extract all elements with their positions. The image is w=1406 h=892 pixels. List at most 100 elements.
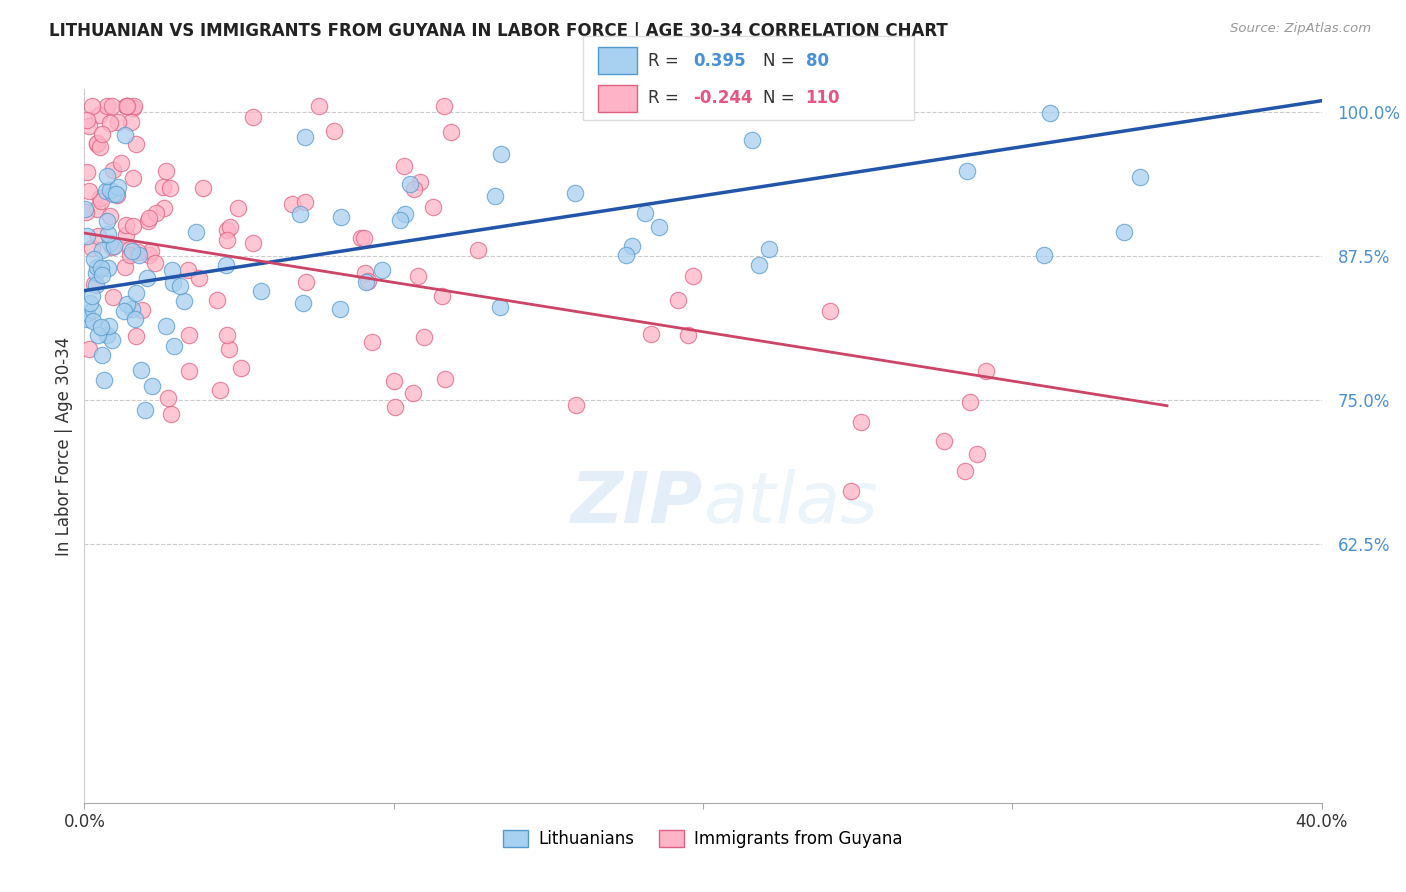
- Point: [80, 241, 103, 255]
- Point: [966, 447, 988, 461]
- Point: [433, 372, 456, 386]
- Point: [120, 115, 142, 129]
- Point: [682, 269, 704, 284]
- Point: [122, 99, 145, 113]
- Point: [173, 293, 195, 308]
- Point: [162, 276, 184, 290]
- Point: [226, 201, 249, 215]
- Point: [107, 115, 129, 129]
- Point: [394, 207, 416, 221]
- Point: [157, 391, 180, 405]
- Text: R =: R =: [648, 52, 685, 70]
- Point: [121, 244, 143, 258]
- Point: [101, 162, 124, 177]
- Point: [308, 99, 330, 113]
- Point: [160, 407, 183, 421]
- Point: [162, 339, 184, 353]
- Text: LITHUANIAN VS IMMIGRANTS FROM GUYANA IN LABOR FORCE | AGE 30-34 CORRELATION CHAR: LITHUANIAN VS IMMIGRANTS FROM GUYANA IN …: [49, 22, 948, 40]
- Point: [956, 164, 979, 178]
- Point: [97, 261, 120, 276]
- Point: [849, 415, 872, 429]
- Text: N =: N =: [763, 52, 800, 70]
- Point: [152, 201, 174, 215]
- Point: [231, 360, 253, 375]
- Point: [215, 233, 238, 247]
- Point: [155, 163, 177, 178]
- Point: [621, 238, 644, 252]
- Point: [96, 214, 118, 228]
- Point: [135, 271, 157, 285]
- Point: [329, 210, 352, 224]
- Point: [281, 197, 304, 211]
- Point: [100, 99, 122, 113]
- Point: [76, 229, 98, 244]
- Point: [467, 243, 489, 257]
- Text: 0.395: 0.395: [693, 52, 745, 70]
- Point: [350, 231, 373, 245]
- Point: [90, 261, 112, 276]
- Point: [357, 274, 380, 288]
- Point: [101, 333, 124, 347]
- Point: [1033, 248, 1056, 262]
- Point: [640, 326, 662, 341]
- Text: Source: ZipAtlas.com: Source: ZipAtlas.com: [1230, 22, 1371, 36]
- Point: [191, 181, 214, 195]
- Point: [104, 187, 127, 202]
- Point: [250, 284, 273, 298]
- Point: [90, 127, 112, 141]
- Point: [818, 303, 841, 318]
- Point: [406, 269, 429, 284]
- Point: [75, 205, 97, 219]
- Point: [758, 242, 780, 256]
- Point: [290, 207, 312, 221]
- Point: [115, 228, 138, 243]
- Point: [187, 270, 209, 285]
- Point: [75, 202, 97, 216]
- Point: [83, 277, 105, 291]
- Point: [748, 258, 770, 272]
- Point: [76, 306, 98, 320]
- Point: [124, 311, 146, 326]
- Point: [208, 383, 231, 397]
- Point: [134, 403, 156, 417]
- Point: [82, 303, 104, 318]
- Point: [218, 342, 240, 356]
- Point: [1039, 105, 1062, 120]
- Y-axis label: In Labor Force | Age 30-34: In Labor Force | Age 30-34: [55, 336, 73, 556]
- Point: [353, 266, 375, 280]
- Point: [87, 228, 110, 243]
- Point: [96, 99, 118, 113]
- Point: [489, 147, 512, 161]
- Point: [121, 302, 143, 317]
- Point: [98, 235, 121, 250]
- Point: [353, 231, 375, 245]
- Point: [82, 313, 104, 327]
- Point: [112, 304, 135, 318]
- Point: [124, 329, 146, 343]
- Point: [91, 243, 114, 257]
- Point: [101, 186, 124, 201]
- Point: [79, 295, 101, 310]
- Point: [89, 140, 111, 154]
- Point: [120, 243, 142, 257]
- Text: atlas: atlas: [703, 468, 877, 538]
- Point: [96, 328, 118, 343]
- Point: [87, 328, 110, 343]
- Point: [115, 99, 138, 113]
- Point: [666, 293, 689, 308]
- Point: [86, 137, 108, 152]
- Point: [408, 175, 430, 189]
- Point: [101, 240, 124, 254]
- Point: [360, 334, 382, 349]
- Point: [90, 194, 112, 209]
- Point: [125, 285, 148, 300]
- Point: [145, 206, 167, 220]
- Point: [162, 262, 184, 277]
- Point: [86, 260, 108, 275]
- Point: [242, 110, 264, 124]
- Point: [125, 136, 148, 151]
- Point: [1129, 169, 1152, 184]
- Point: [115, 297, 138, 311]
- Point: [242, 235, 264, 250]
- Point: [402, 182, 425, 196]
